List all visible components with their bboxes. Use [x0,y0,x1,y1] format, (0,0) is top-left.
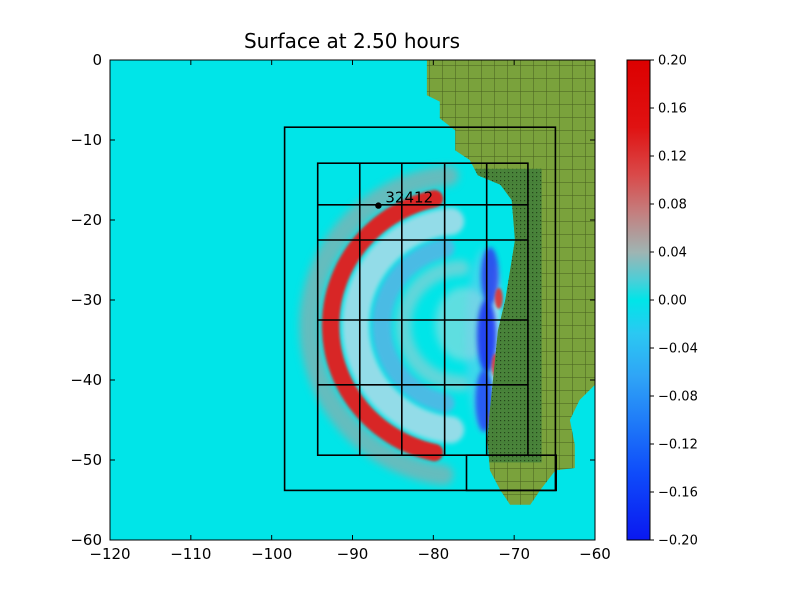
x-tick-label: −100 [251,545,292,563]
colorbar-bar [626,59,651,541]
wave-ring [299,165,459,486]
y-tick-label: 0 [92,51,102,69]
wave-ring [395,260,470,392]
gauge-label: 32412 [385,189,433,207]
amr-patch-outline [465,454,557,492]
colorbar-tick-label: 0.04 [658,246,687,261]
amr-patch-layer [283,126,557,492]
x-tick-label: −110 [170,545,211,563]
y-tick-label: −40 [70,371,102,389]
colorbar-tick-label: −0.08 [658,390,698,405]
colorbar-tick-label: −0.16 [658,486,698,501]
colorbar-tick-label: −0.20 [658,534,698,549]
colorbar-tick-label: 0.08 [658,198,687,213]
wave-blob [494,288,503,309]
colorbar-tick-label: 0.12 [658,150,687,165]
x-tick-label: −60 [579,545,611,563]
y-tick-label: −60 [70,531,102,549]
wave-ring [321,190,444,462]
amr-patch-outline [316,162,529,456]
colorbar-tick-label: 0.16 [658,102,687,117]
y-tick-label: −20 [70,211,102,229]
x-tick-label: −90 [337,545,369,563]
chart-title: Surface at 2.50 hours [244,29,460,53]
wave-ring [371,238,455,413]
y-tick-label: −10 [70,131,102,149]
colorbar-tick-label: −0.04 [658,342,698,357]
axes-layer: −120 −110 −100 −90 −80 −70 −60 0 −10 −20 −30 −40 −50… [70,51,610,563]
colorbar-tick-label: −0.12 [658,438,698,453]
x-tick-label: −80 [418,545,450,563]
y-tick-label: −50 [70,451,102,469]
colorbar-tick-label: 0.00 [658,294,687,309]
gauge-marker [375,202,382,209]
gauge-layer: 32412 [375,189,433,209]
wave-blob [481,247,499,305]
y-tick-label: −30 [70,291,102,309]
amr-patch-outline [283,126,557,492]
colorbar: 0.20 0.16 0.12 0.08 0.04 0.00 −0.04 −0.08 −0.12 −… [626,54,698,549]
x-tick-label: −120 [89,545,130,563]
colorbar-tick-label: 0.20 [658,54,687,69]
x-tick-label: −70 [498,545,530,563]
